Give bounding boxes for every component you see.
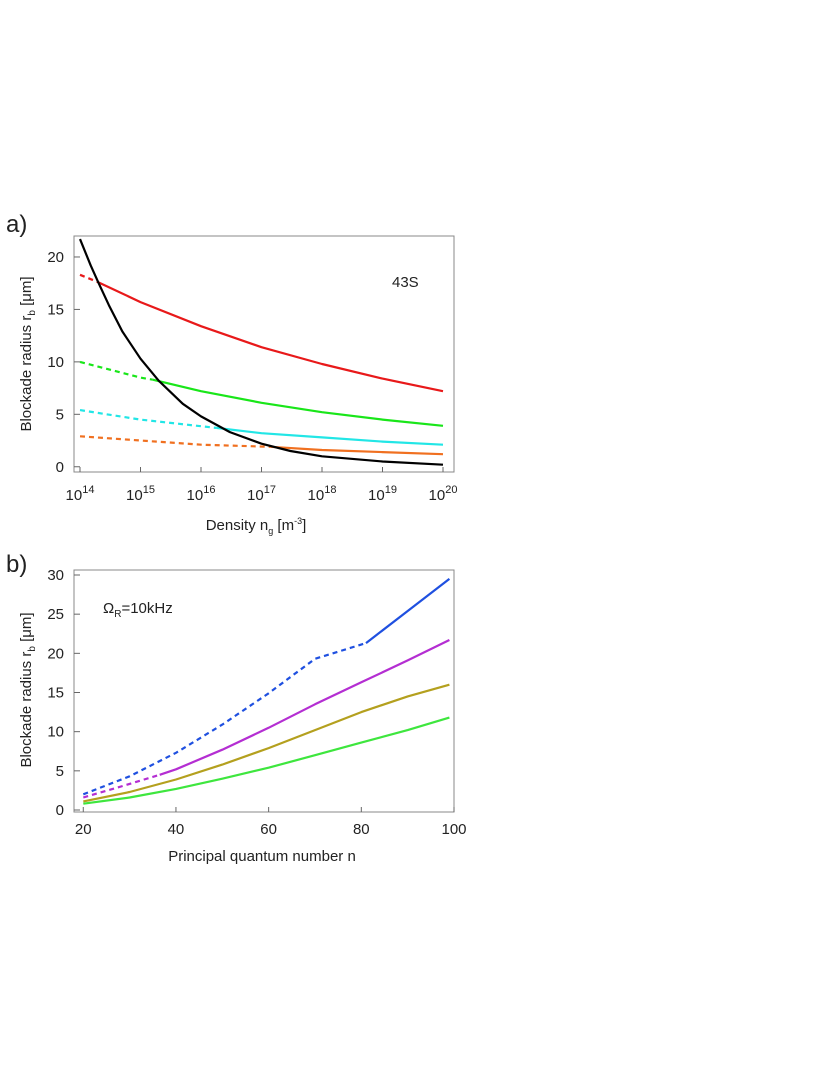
panel-a-x-tick-label: 1017	[247, 484, 276, 504]
panel-a-plot-frame	[73, 235, 455, 473]
panel-b-y-tick-label: 5	[56, 763, 64, 780]
panel-b-y-tick-label: 20	[47, 645, 64, 662]
panel-b-series-line-1	[365, 578, 451, 644]
panel-b-series-line-3	[159, 639, 450, 776]
panel-a-annotation: 43S	[392, 274, 419, 291]
panel-b-x-tick-label: 20	[75, 821, 92, 838]
panel-b-plot-frame	[73, 569, 455, 813]
panel-a-y-tick-label: 15	[47, 301, 64, 318]
panel-a-y-tick-label: 20	[47, 249, 64, 266]
panel-a-series-line-0	[79, 273, 99, 284]
panel-b-series-line-5	[83, 716, 450, 805]
panel-a-series-line-7	[270, 445, 444, 456]
panel-b-y-tick-label: 15	[47, 685, 64, 702]
panel-a-chart: a) 1014 1015 1016 1017 1018 1019 102005101520 …	[6, 211, 457, 536]
panel-b-annotation: ΩR=10kHz	[103, 600, 173, 620]
panel-b-label: b)	[6, 551, 27, 578]
panel-b-x-tick-label: 100	[441, 821, 466, 838]
panel-a-series-line-3	[152, 378, 444, 427]
panel-a-series-line-6	[79, 435, 271, 448]
panel-b-series-line-2	[82, 773, 161, 799]
panel-a-series-line-5	[216, 426, 444, 446]
panel-b-chart: b) 20 40 60 80 100 0 5 10 15 20 25 30 ΩR=10kHz Prin…	[6, 551, 467, 865]
panel-a-x-tick-label: 1020	[429, 484, 458, 504]
panel-a-series-line-2	[79, 360, 153, 381]
panel-a-label: a)	[6, 211, 27, 238]
panel-a-y-axis-label: Blockade radius rb [μm]	[18, 276, 38, 431]
panel-a-y-tick-label: 10	[47, 354, 64, 371]
panel-b-x-tick-label: 60	[260, 821, 277, 838]
panel-b-x-tick-label: 80	[353, 821, 370, 838]
panel-b-y-axis-label: Blockade radius rb [μm]	[18, 612, 38, 767]
panel-b-series-line-4	[83, 683, 450, 803]
panel-b-x-axis-label: Principal quantum number n	[168, 848, 356, 865]
panel-a-x-tick-label: 1019	[368, 484, 397, 504]
panel-a-x-tick-label: 1014	[66, 484, 95, 504]
panel-a-x-tick-label: 1015	[126, 484, 155, 504]
panel-a-series-line-1	[97, 281, 444, 393]
panel-a-series-line-8	[78, 238, 444, 466]
panel-b-y-tick-label: 30	[47, 567, 64, 584]
panel-b-x-tick-label: 40	[168, 821, 185, 838]
panel-a-y-tick-label: 5	[56, 406, 64, 423]
panel-b-series-line-0	[82, 642, 367, 796]
panel-a-x-axis-label: Density ng [m-3]	[206, 516, 307, 536]
panel-b-y-tick-label: 0	[56, 802, 64, 819]
panel-b-y-tick-label: 25	[47, 606, 64, 623]
panel-a-y-tick-label: 0	[56, 459, 64, 476]
panel-b-y-tick-label: 10	[47, 724, 64, 741]
panel-a-x-tick-label: 1016	[187, 484, 216, 504]
panel-a-x-tick-label: 1018	[308, 484, 337, 504]
panel-a-series-line-4	[79, 409, 217, 429]
